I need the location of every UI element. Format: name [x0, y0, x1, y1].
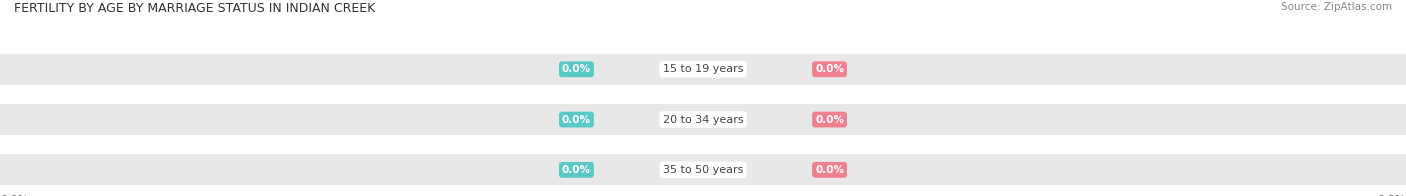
- Text: 0.0%: 0.0%: [815, 165, 844, 175]
- Text: 0.0%: 0.0%: [815, 114, 844, 125]
- Text: Source: ZipAtlas.com: Source: ZipAtlas.com: [1281, 2, 1392, 12]
- Text: 35 to 50 years: 35 to 50 years: [662, 165, 744, 175]
- Text: 20 to 34 years: 20 to 34 years: [662, 114, 744, 125]
- Text: FERTILITY BY AGE BY MARRIAGE STATUS IN INDIAN CREEK: FERTILITY BY AGE BY MARRIAGE STATUS IN I…: [14, 2, 375, 15]
- Text: 0.0%: 0.0%: [562, 114, 591, 125]
- Text: 0.0%: 0.0%: [562, 165, 591, 175]
- Bar: [0, 104, 1406, 135]
- Text: 0.0%: 0.0%: [0, 195, 28, 196]
- Text: 0.0%: 0.0%: [815, 64, 844, 74]
- Text: 0.0%: 0.0%: [1378, 195, 1406, 196]
- Text: 15 to 19 years: 15 to 19 years: [662, 64, 744, 74]
- Text: 0.0%: 0.0%: [562, 64, 591, 74]
- Bar: [0, 54, 1406, 85]
- Bar: [0, 154, 1406, 185]
